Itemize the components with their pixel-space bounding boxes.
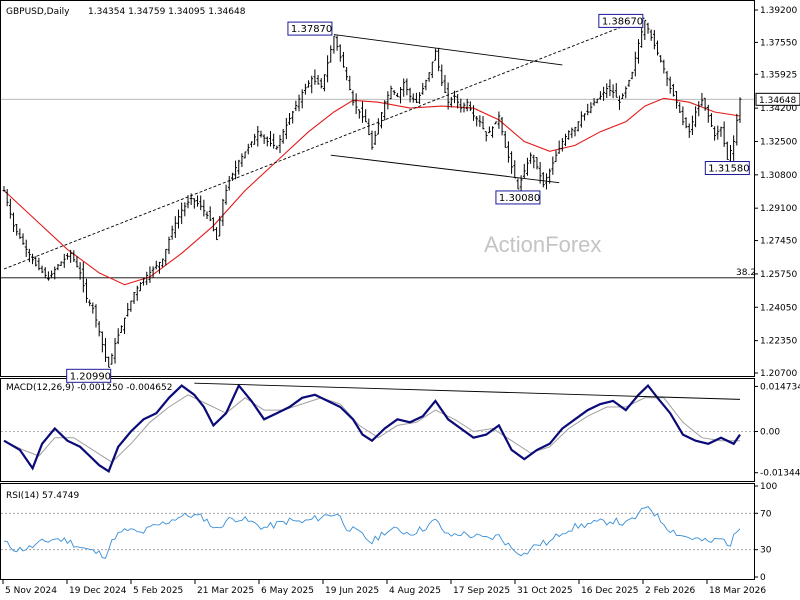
date-tick-label: 6 May 2025	[261, 586, 314, 596]
price-label-text: 1.20990	[70, 371, 111, 382]
last-price-label: 1.34648	[759, 96, 796, 106]
date-tick-label: 5 Nov 2024	[5, 586, 57, 596]
price-tick-label: 1.34200	[760, 104, 797, 114]
price-label-text: 1.30080	[499, 193, 540, 204]
rsi-tick-label: 100	[760, 482, 777, 492]
date-tick-label: 19 Jun 2025	[325, 586, 379, 596]
watermark: ActionForex	[484, 232, 601, 257]
channel-trendline	[330, 154, 560, 184]
price-panel-frame	[0, 0, 755, 377]
macd-tick-label: 0.00	[760, 428, 780, 438]
price-tick-label: 1.22350	[760, 337, 797, 347]
trendlines-layer	[3, 17, 645, 270]
macd-panel-frame	[0, 378, 755, 482]
price-label-box	[495, 190, 541, 205]
rsi-title: RSI(14) 57.4749	[6, 491, 79, 501]
rsi-tick-label: 0	[760, 573, 766, 583]
moving-average-line	[3, 97, 741, 286]
macd-tick-label: 0.014734	[760, 382, 800, 392]
macd-signal-line	[3, 394, 740, 463]
moving-average-layer	[3, 97, 741, 286]
rsi-layer	[1, 506, 754, 559]
last-price-box	[755, 92, 800, 106]
price-label-box	[598, 13, 644, 28]
fibonacci-level-label: 38.2	[736, 268, 756, 278]
date-tick-label: 2 Feb 2026	[645, 586, 696, 596]
macd-layer	[1, 382, 754, 473]
price-tick-label: 1.24050	[760, 303, 797, 313]
chart-symbol-title: GBPUSD,Daily	[6, 7, 70, 17]
price-label-text: 1.38670	[602, 16, 643, 27]
date-tick-label: 17 Sep 2025	[453, 586, 510, 596]
date-tick-label: 19 Dec 2024	[69, 586, 127, 596]
price-axis: 1.39200 1.37550 1.35925 1.34200 1.32500 1.308…	[754, 6, 800, 379]
date-tick-label: 5 Feb 2025	[133, 586, 183, 596]
date-tick-label: 31 Oct 2025	[517, 586, 573, 596]
rsi-panel-frame	[0, 483, 755, 580]
price-label-box	[287, 21, 333, 36]
macd-title: MACD(12,26,9) -0.001250 -0.004652	[6, 383, 172, 393]
candles-layer	[2, 19, 742, 368]
rsi-tick-label: 30	[760, 546, 772, 556]
macd-axis: 0.014734 0.00 -0.013442	[754, 382, 800, 479]
macd-main-line	[3, 383, 741, 473]
ohlc-readout: 1.34354 1.34759 1.34095 1.34648	[88, 7, 246, 17]
price-labels-layer: 1.37870 1.38670 1.30080 1.31580 1.20990	[66, 13, 750, 383]
price-tick-label: 1.37550	[760, 38, 797, 48]
date-axis: 5 Nov 2024 19 Dec 2024 5 Feb 2025 21 Mar 20…	[2, 580, 766, 596]
price-tick-label: 1.20700	[760, 369, 797, 379]
rsi-line	[4, 506, 741, 559]
price-label-text: 1.31580	[708, 164, 749, 175]
macd-tick-label: -0.013442	[760, 469, 800, 479]
price-tick-label: 1.29100	[760, 204, 797, 214]
channel-trendline	[333, 34, 563, 66]
price-label-text: 1.37870	[291, 24, 332, 35]
date-tick-label: 4 Aug 2025	[389, 586, 441, 596]
rsi-axis: 100 70 30 0	[754, 482, 777, 583]
price-tick-label: 1.39200	[760, 6, 797, 16]
price-label-box	[704, 161, 750, 176]
price-tick-label: 1.32500	[760, 137, 797, 147]
date-tick-label: 16 Dec 2025	[581, 586, 639, 596]
price-tick-label: 1.25750	[760, 270, 797, 280]
price-label-box	[66, 368, 112, 383]
price-tick-label: 1.30800	[760, 171, 797, 181]
reference-levels: 38.2	[1, 98, 756, 279]
date-tick-label: 21 Mar 2025	[197, 586, 254, 596]
price-tick-label: 1.27450	[760, 237, 797, 247]
macd-divergence-line	[194, 382, 741, 400]
date-tick-label: 18 Mar 2026	[709, 586, 766, 596]
price-tick-label: 1.35925	[760, 70, 797, 80]
rsi-tick-label: 70	[760, 509, 772, 519]
